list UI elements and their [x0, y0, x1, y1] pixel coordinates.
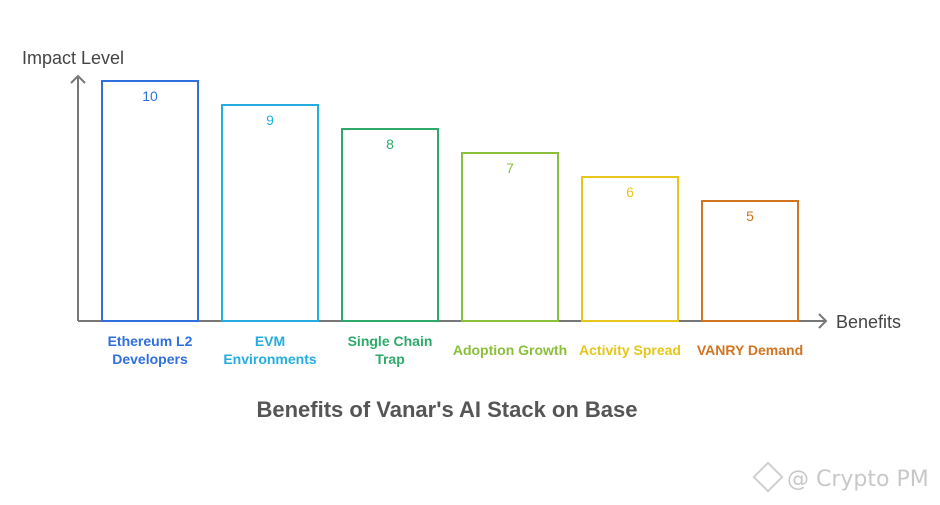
data-label-4: 6	[626, 184, 634, 200]
bar-4	[581, 176, 679, 322]
watermark: @ Crypto PM	[752, 461, 929, 493]
data-label-5: 5	[746, 208, 754, 224]
watermark-text: @ Crypto PM	[787, 467, 929, 492]
tick-label-1: Environments	[223, 351, 317, 367]
tick-label-2: Trap	[375, 351, 405, 367]
data-label-2: 8	[386, 136, 394, 152]
x-axis-arrow-icon	[818, 313, 828, 329]
bar-1	[221, 104, 319, 322]
tick-label-5: VANRY Demand	[697, 342, 803, 358]
bar-2	[341, 128, 439, 322]
y-axis-label: Impact Level	[22, 48, 124, 68]
bar-0	[101, 80, 199, 322]
data-label-3: 7	[506, 160, 514, 176]
tick-label-4: Activity Spread	[579, 342, 681, 358]
bar-3	[461, 152, 559, 322]
binance-logo-icon	[752, 461, 784, 493]
data-label-1: 9	[266, 112, 274, 128]
x-axis-label: Benefits	[836, 312, 901, 332]
data-label-0: 10	[142, 88, 158, 104]
tick-label-0: Ethereum L2	[108, 333, 193, 349]
y-axis-arrow-icon	[70, 74, 86, 84]
tick-label-1: EVM	[255, 333, 285, 349]
bar-5	[701, 200, 799, 322]
tick-label-2: Single Chain	[348, 333, 433, 349]
tick-label-0: Developers	[112, 351, 188, 367]
chart-title: Benefits of Vanar's AI Stack on Base	[256, 397, 638, 422]
tick-label-3: Adoption Growth	[453, 342, 567, 358]
